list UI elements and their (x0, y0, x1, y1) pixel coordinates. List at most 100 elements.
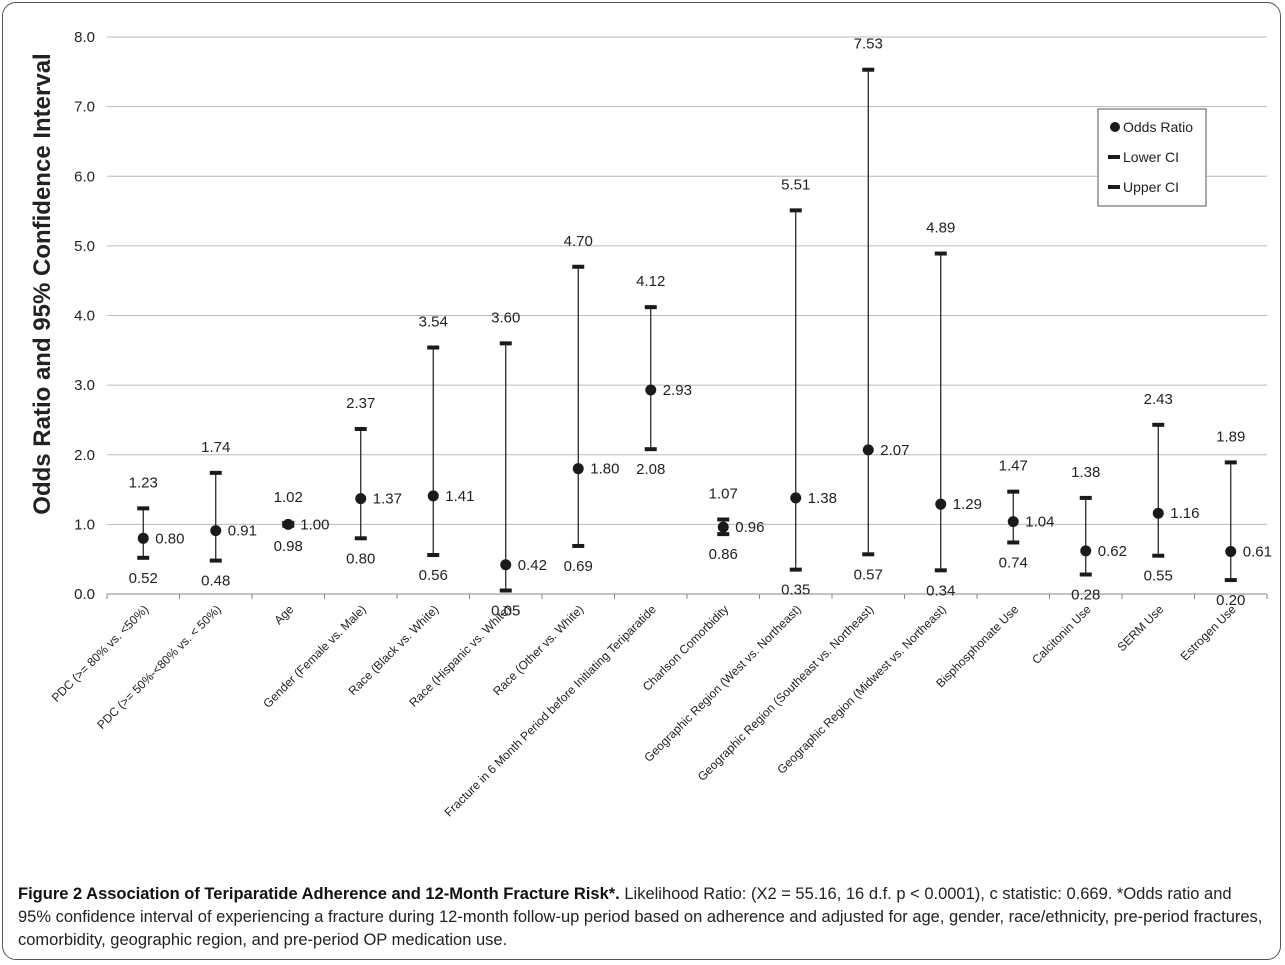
odds-ratio-data-label: 1.16 (1170, 505, 1199, 522)
lower-ci-cap (717, 532, 730, 537)
upper-ci-data-label: 4.12 (636, 273, 665, 290)
legend-odds-ratio-marker (1110, 122, 1120, 132)
lower-ci-cap (572, 543, 585, 548)
odds-ratio-point (935, 498, 947, 510)
lower-ci-data-label: 0.80 (346, 550, 375, 567)
lower-ci-data-label: 0.98 (274, 538, 303, 555)
x-tick-label: Geographic Region (West vs. Northeast) (641, 602, 804, 765)
upper-ci-data-label: 3.60 (491, 309, 520, 326)
x-tick-label: PDC (>= 50%-<80% vs. < 50%) (94, 602, 224, 732)
x-tick-label: Geographic Region (Midwest vs. Northeast… (774, 602, 948, 776)
legend-upper-ci-label: Upper CI (1123, 179, 1179, 195)
lower-ci-data-label: 0.69 (564, 558, 593, 575)
odds-ratio-point (427, 490, 439, 502)
y-tick-label: 3.0 (74, 377, 95, 394)
upper-ci-cap (1079, 495, 1092, 500)
odds-ratio-point (1152, 507, 1164, 519)
upper-ci-cap (862, 67, 875, 72)
lower-ci-data-label: 0.05 (491, 603, 520, 620)
odds-ratio-data-label: 1.04 (1025, 514, 1054, 531)
y-tick-label: 4.0 (74, 308, 95, 325)
lower-ci-data-label: 0.20 (1216, 592, 1245, 609)
lower-ci-data-label: 0.74 (999, 554, 1028, 571)
upper-ci-data-label: 1.89 (1216, 428, 1245, 445)
odds-ratio-data-label: 1.37 (373, 491, 402, 508)
lower-ci-cap (354, 536, 367, 541)
lower-ci-cap (1079, 572, 1092, 577)
x-tick-label: Bisphosphonate Use (933, 602, 1021, 690)
x-tick-label: Estrogen Use (1178, 602, 1240, 664)
legend-upper-ci-marker (1108, 185, 1120, 189)
data-marks: 0.80 1.23 0.52 0.91 1.74 0.48 1.00 1.02 0.98 1.37… (129, 36, 1272, 620)
lower-ci-data-label: 2.08 (636, 461, 665, 478)
upper-ci-data-label: 1.47 (999, 458, 1028, 475)
x-category-labels: PDC (>= 80% vs. <50%)PDC (>= 50%-<80% vs… (49, 602, 1239, 820)
figure-caption: Figure 2 Association of Teriparatide Adh… (18, 883, 1268, 952)
odds-ratio-point (1225, 546, 1237, 558)
x-tick-label: Age (271, 602, 296, 627)
lower-ci-cap (427, 553, 440, 558)
upper-ci-data-label: 5.51 (781, 176, 810, 193)
lower-ci-cap (137, 555, 150, 560)
odds-ratio-point (282, 518, 294, 530)
legend-odds-ratio-label: Odds Ratio (1123, 119, 1193, 135)
upper-ci-data-label: 1.23 (129, 474, 158, 491)
upper-ci-cap (1224, 460, 1237, 465)
odds-ratio-data-label: 0.91 (228, 523, 257, 540)
upper-ci-cap (137, 506, 150, 511)
upper-ci-data-label: 2.43 (1144, 391, 1173, 408)
odds-ratio-data-label: 1.80 (590, 461, 619, 478)
odds-ratio-data-label: 1.00 (300, 516, 329, 533)
caption-title: Figure 2 Association of Teriparatide Adh… (18, 885, 620, 903)
legend-lower-ci-label: Lower CI (1123, 149, 1179, 165)
y-tick-label: 2.0 (74, 447, 95, 464)
lower-ci-data-label: 0.35 (781, 582, 810, 599)
upper-ci-cap (427, 345, 440, 350)
y-tick-labels: 0.0 1.0 2.0 3.0 4.0 5.0 6.0 7.0 8.0 (74, 29, 95, 603)
y-axis-label: Odds Ratio and 95% Confidence Interval (29, 53, 56, 514)
odds-ratio-data-label: 0.42 (518, 557, 547, 574)
odds-ratio-data-label: 1.38 (808, 490, 837, 507)
lower-ci-data-label: 0.86 (709, 546, 738, 563)
upper-ci-data-label: 1.38 (1071, 464, 1100, 481)
odds-ratio-point (717, 521, 729, 533)
odds-ratio-point (790, 492, 802, 504)
lower-ci-cap (209, 558, 222, 563)
legend-lower-ci-marker (1108, 155, 1120, 159)
upper-ci-cap (354, 426, 367, 431)
lower-ci-cap (1152, 553, 1165, 558)
upper-ci-cap (1152, 422, 1165, 427)
lower-ci-cap (499, 588, 512, 593)
lower-ci-cap (789, 567, 802, 572)
odds-ratio-chart: 0.0 1.0 2.0 3.0 4.0 5.0 6.0 7.0 8.0 Odds Ratio a… (29, 29, 1272, 820)
odds-ratio-point (1007, 516, 1019, 528)
lower-ci-cap (1007, 540, 1020, 545)
upper-ci-data-label: 4.70 (564, 233, 593, 250)
y-tick-label: 1.0 (74, 516, 95, 533)
odds-ratio-data-label: 1.41 (445, 488, 474, 505)
upper-ci-cap (717, 517, 730, 522)
lower-ci-data-label: 0.57 (854, 566, 883, 583)
odds-ratio-data-label: 0.62 (1098, 543, 1127, 560)
odds-ratio-data-label: 0.96 (735, 519, 764, 536)
upper-ci-data-label: 2.37 (346, 395, 375, 412)
lower-ci-data-label: 0.48 (201, 573, 230, 590)
odds-ratio-point (137, 532, 149, 544)
gridlines (106, 36, 1268, 599)
lower-ci-data-label: 0.28 (1071, 587, 1100, 604)
lower-ci-cap (1224, 578, 1237, 583)
lower-ci-cap (644, 447, 657, 452)
lower-ci-data-label: 0.56 (419, 567, 448, 584)
y-tick-label: 8.0 (74, 29, 95, 46)
upper-ci-cap (572, 264, 585, 269)
upper-ci-data-label: 4.89 (926, 220, 955, 237)
odds-ratio-point (1080, 545, 1092, 557)
x-tick-label: SERM Use (1115, 602, 1167, 654)
lower-ci-data-label: 0.55 (1144, 568, 1173, 585)
y-tick-label: 6.0 (74, 168, 95, 185)
odds-ratio-data-label: 0.80 (155, 530, 184, 547)
odds-ratio-point (862, 444, 874, 456)
lower-ci-cap (934, 568, 947, 573)
lower-ci-cap (862, 552, 875, 557)
upper-ci-cap (644, 305, 657, 310)
